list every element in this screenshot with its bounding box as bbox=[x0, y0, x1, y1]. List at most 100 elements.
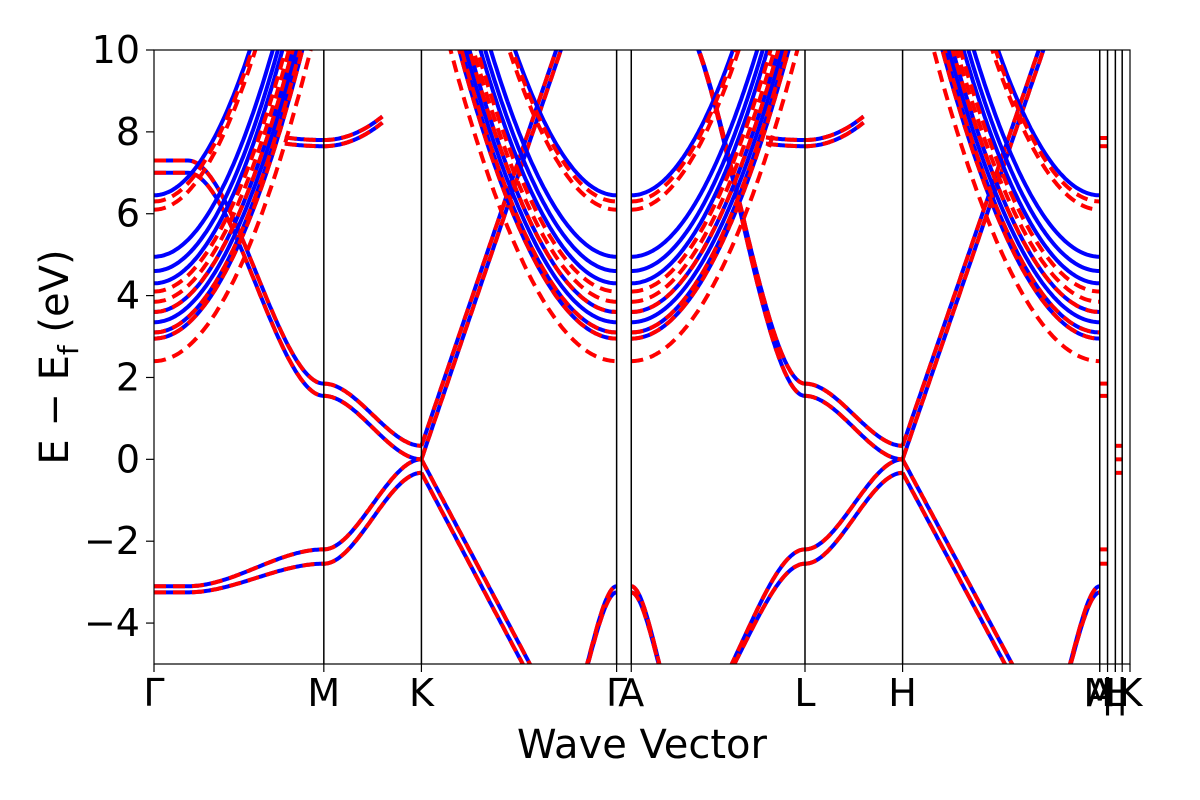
conduction-band bbox=[463, 50, 617, 325]
y-tick-label: 6 bbox=[116, 192, 140, 236]
conduction-band bbox=[990, 50, 1100, 212]
y-tick-label: 0 bbox=[116, 437, 140, 481]
conduction-band bbox=[966, 50, 1100, 273]
conduction-band bbox=[993, 50, 1100, 204]
y-axis-ticks: −4 −2 0 2 4 6 8 10 bbox=[84, 28, 154, 645]
x-tick-label: L bbox=[1105, 671, 1126, 715]
conduction-band bbox=[931, 50, 1100, 364]
conduction-band bbox=[631, 50, 785, 325]
band-curves bbox=[154, 50, 1123, 664]
conduction-band bbox=[154, 50, 295, 314]
dirac-band bbox=[900, 458, 1101, 664]
conduction-band bbox=[467, 50, 617, 314]
y-axis-title-main: E − E bbox=[32, 355, 78, 465]
dirac-band bbox=[323, 381, 422, 448]
dirac-band bbox=[630, 547, 806, 664]
upper-band bbox=[284, 114, 384, 143]
x-axis-ticks: Γ M K ΓA L H AM|LH|K bbox=[143, 664, 1144, 716]
dirac-band bbox=[900, 458, 1101, 664]
conduction-band bbox=[942, 50, 1100, 335]
conduction-band bbox=[631, 50, 770, 286]
conduction-band bbox=[154, 50, 313, 364]
conduction-band bbox=[507, 50, 617, 212]
x-tick-label: | bbox=[1101, 671, 1114, 716]
y-axis-title: E − Ef (eV) bbox=[32, 249, 85, 464]
y-tick-label: 10 bbox=[92, 28, 140, 72]
conduction-band bbox=[954, 50, 1100, 304]
conduction-band bbox=[154, 50, 292, 304]
conduction-band bbox=[631, 50, 773, 294]
conduction-band bbox=[946, 50, 1100, 325]
x-tick-label: M bbox=[307, 671, 340, 715]
conduction-band bbox=[631, 50, 789, 335]
dirac-band bbox=[900, 471, 1101, 664]
conduction-band bbox=[154, 50, 285, 286]
high-symmetry-lines bbox=[323, 50, 1123, 664]
dirac-band bbox=[323, 393, 422, 462]
plot-frame bbox=[153, 49, 1131, 665]
dirac-band bbox=[900, 50, 1041, 447]
dirac-band bbox=[696, 50, 806, 398]
conduction-band bbox=[995, 50, 1100, 198]
conduction-band bbox=[154, 50, 303, 335]
x-tick-label: K bbox=[1118, 671, 1144, 715]
conduction-band bbox=[471, 50, 617, 304]
conduction-band bbox=[631, 50, 741, 212]
conduction-band bbox=[631, 50, 781, 314]
dirac-band bbox=[805, 470, 903, 566]
dirac-band bbox=[323, 457, 422, 552]
conduction-band bbox=[483, 50, 617, 273]
x-tick-label: H bbox=[1101, 671, 1130, 715]
conduction-band bbox=[488, 50, 617, 259]
conduction-band bbox=[154, 50, 299, 325]
x-tick-label: L bbox=[794, 671, 815, 715]
conduction-band bbox=[475, 50, 617, 294]
dirac-band bbox=[900, 50, 1046, 460]
x-tick-label: A bbox=[1087, 671, 1113, 715]
dirac-band bbox=[805, 381, 903, 448]
x-axis-title: Wave Vector bbox=[517, 722, 768, 768]
conduction-band bbox=[631, 50, 765, 273]
dirac-band bbox=[805, 393, 903, 462]
conduction-band bbox=[958, 50, 1100, 294]
dirac-band bbox=[630, 547, 806, 664]
conduction-band bbox=[631, 50, 760, 259]
y-tick-label: 2 bbox=[116, 355, 140, 399]
dirac-band bbox=[419, 458, 618, 664]
x-tick-label: H bbox=[888, 671, 917, 715]
conduction-band bbox=[459, 50, 617, 335]
y-axis-title-unit: (eV) bbox=[32, 249, 78, 345]
conduction-band bbox=[154, 50, 275, 259]
x-tick-label: A bbox=[618, 671, 644, 715]
conduction-band bbox=[512, 50, 617, 198]
conduction-band bbox=[631, 50, 736, 198]
conduction-band bbox=[154, 50, 280, 273]
y-tick-label: 8 bbox=[116, 110, 140, 154]
upper-band bbox=[284, 121, 384, 149]
y-tick-label: 4 bbox=[116, 274, 140, 318]
conduction-band bbox=[631, 50, 800, 364]
conduction-band bbox=[961, 50, 1100, 286]
conduction-band bbox=[154, 50, 305, 341]
conduction-band bbox=[971, 50, 1100, 259]
conduction-band bbox=[457, 50, 617, 341]
conduction-band bbox=[631, 50, 738, 204]
dirac-band bbox=[630, 561, 806, 664]
dirac-band bbox=[805, 457, 903, 552]
x-tick-label: M bbox=[1083, 671, 1116, 715]
conduction-band bbox=[631, 50, 791, 341]
conduction-band bbox=[478, 50, 617, 286]
dirac-band bbox=[419, 458, 618, 664]
dirac-band bbox=[323, 470, 422, 566]
y-axis-title-sub: f bbox=[52, 344, 85, 355]
dirac-band bbox=[154, 547, 324, 589]
x-tick-label: K bbox=[409, 671, 435, 715]
x-tick-label: Γ bbox=[143, 671, 164, 715]
conduction-band bbox=[940, 50, 1100, 341]
dirac-band bbox=[419, 50, 559, 447]
x-tick-label: Γ bbox=[606, 671, 627, 715]
y-tick-label: −2 bbox=[84, 519, 140, 563]
dirac-band bbox=[419, 50, 563, 460]
conduction-band bbox=[154, 50, 252, 198]
